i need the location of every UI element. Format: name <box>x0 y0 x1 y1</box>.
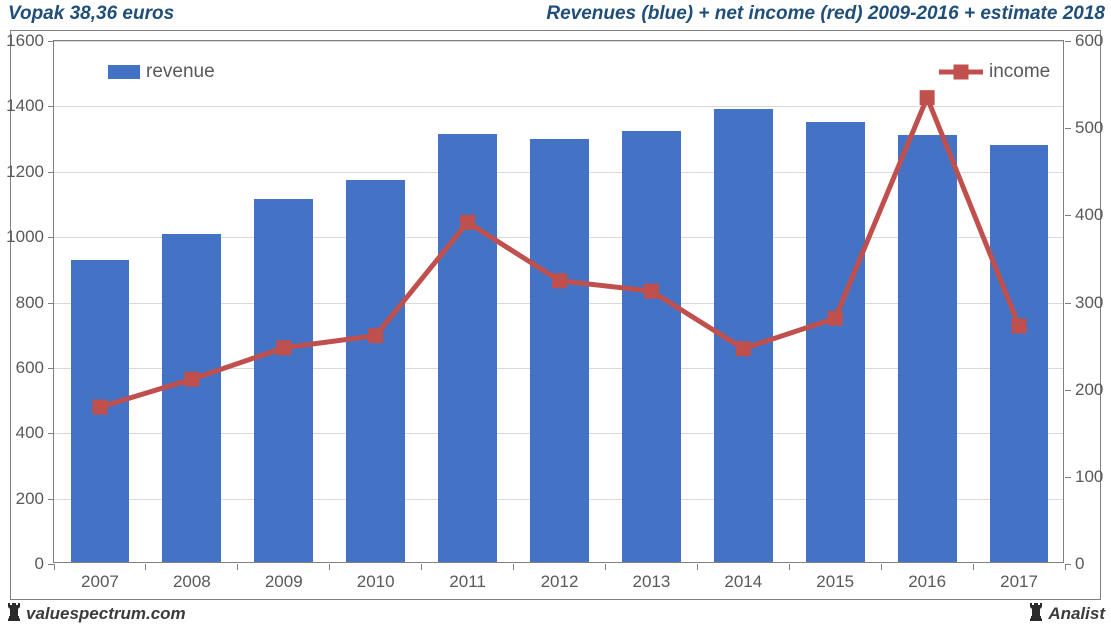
xtick-label: 2014 <box>724 572 762 592</box>
ytick-left-label: 0 <box>35 554 44 574</box>
chart-title-left: Vopak 38,36 euros <box>8 3 174 25</box>
chart-plot-area: 0200400600800100012001400160001002003004… <box>53 40 1064 563</box>
revenue-bar <box>162 234 221 563</box>
ytick-right-label: 0 <box>1075 554 1084 574</box>
chart-header: Vopak 38,36 euros Revenues (blue) + net … <box>0 0 1111 28</box>
xtick-label: 2009 <box>265 572 303 592</box>
xtick-mark <box>237 564 238 570</box>
xtick-label: 2008 <box>173 572 211 592</box>
ytick-left-label: 600 <box>16 358 44 378</box>
ytick-left-label: 400 <box>16 423 44 443</box>
ytick-mark-right <box>1065 128 1071 129</box>
chart-title-right: Revenues (blue) + net income (red) 2009-… <box>546 3 1105 25</box>
ytick-mark-left <box>48 237 54 238</box>
ytick-left-label: 800 <box>16 293 44 313</box>
rook-icon <box>1028 603 1044 626</box>
xtick-mark <box>145 564 146 570</box>
ytick-right-label: 300 <box>1075 293 1103 313</box>
ytick-mark-right <box>1065 303 1071 304</box>
ytick-mark-left <box>48 106 54 107</box>
xtick-label: 2012 <box>541 572 579 592</box>
footer-left: valuespectrum.com <box>6 603 186 626</box>
ytick-mark-right <box>1065 215 1071 216</box>
ytick-left-label: 200 <box>16 489 44 509</box>
xtick-mark <box>1065 564 1066 570</box>
ytick-mark-right <box>1065 477 1071 478</box>
xtick-label: 2016 <box>908 572 946 592</box>
xtick-mark <box>789 564 790 570</box>
xtick-label: 2013 <box>632 572 670 592</box>
revenue-bar <box>71 260 130 562</box>
ytick-mark-left <box>48 172 54 173</box>
ytick-left-label: 1400 <box>6 96 44 116</box>
xtick-mark <box>421 564 422 570</box>
revenue-bar <box>622 131 681 562</box>
gridline <box>54 41 1063 42</box>
xtick-label: 2017 <box>1000 572 1038 592</box>
revenue-bar <box>346 180 405 562</box>
legend-revenue-swatch <box>108 65 140 79</box>
ytick-mark-left <box>48 303 54 304</box>
xtick-label: 2007 <box>81 572 119 592</box>
legend-revenue-label: revenue <box>146 61 215 83</box>
revenue-bar <box>254 199 313 562</box>
legend-income: income <box>939 61 1050 83</box>
revenue-bar <box>438 134 497 562</box>
ytick-left-label: 1000 <box>6 227 44 247</box>
ytick-right-label: 500 <box>1075 118 1103 138</box>
xtick-mark <box>881 564 882 570</box>
income-marker <box>920 90 935 105</box>
xtick-mark <box>697 564 698 570</box>
revenue-bar <box>806 122 865 562</box>
xtick-mark <box>329 564 330 570</box>
revenue-bar <box>898 135 957 562</box>
ytick-right-label: 100 <box>1075 467 1103 487</box>
revenue-bar <box>714 109 773 562</box>
ytick-mark-left <box>48 41 54 42</box>
chart-container: Vopak 38,36 euros Revenues (blue) + net … <box>0 0 1111 627</box>
xtick-mark <box>973 564 974 570</box>
ytick-mark-right <box>1065 41 1071 42</box>
footer-right: Analist <box>1028 603 1105 626</box>
ytick-mark-right <box>1065 564 1071 565</box>
ytick-left-label: 1200 <box>6 162 44 182</box>
footer-left-label: valuespectrum.com <box>26 604 186 624</box>
footer-right-label: Analist <box>1048 604 1105 624</box>
legend-income-swatch <box>939 63 983 81</box>
revenue-bar <box>990 145 1049 562</box>
xtick-mark <box>605 564 606 570</box>
ytick-mark-left <box>48 433 54 434</box>
xtick-mark <box>513 564 514 570</box>
rook-icon <box>6 603 22 626</box>
ytick-right-label: 600 <box>1075 31 1103 51</box>
xtick-label: 2010 <box>357 572 395 592</box>
revenue-bar <box>530 139 589 562</box>
ytick-right-label: 400 <box>1075 205 1103 225</box>
legend-revenue: revenue <box>108 61 215 83</box>
ytick-mark-left <box>48 368 54 369</box>
ytick-right-label: 200 <box>1075 380 1103 400</box>
xtick-label: 2011 <box>449 572 486 592</box>
ytick-mark-right <box>1065 390 1071 391</box>
xtick-label: 2015 <box>816 572 854 592</box>
ytick-mark-left <box>48 499 54 500</box>
gridline <box>54 106 1063 107</box>
chart-footer: valuespectrum.com Analist <box>0 603 1111 625</box>
ytick-left-label: 1600 <box>6 31 44 51</box>
xtick-mark <box>54 564 55 570</box>
legend-income-label: income <box>989 61 1050 83</box>
